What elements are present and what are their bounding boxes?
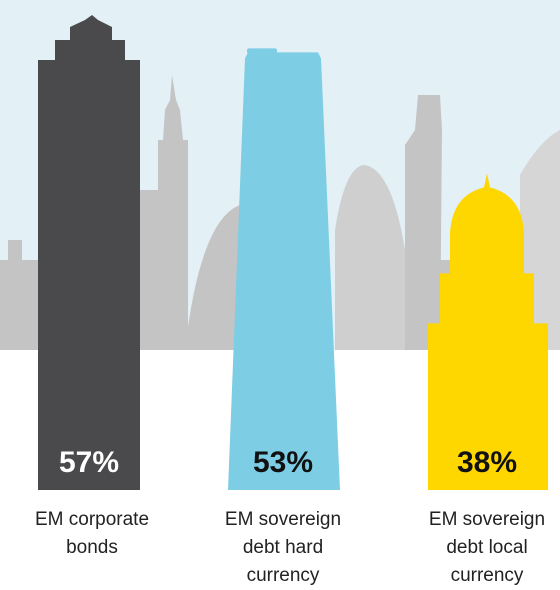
category-label: EM corporate bonds [34, 509, 150, 558]
building-cap [247, 48, 277, 54]
value-label: 38% [457, 446, 517, 479]
building-bar [228, 52, 340, 490]
value-label: 57% [59, 446, 119, 479]
building-bar [38, 15, 140, 490]
skyline [0, 75, 560, 350]
value-label: 53% [253, 446, 313, 479]
category-label: EM sovereign debt hard currency [224, 509, 342, 586]
category-label: EM sovereign debt local currency [428, 509, 546, 586]
building-bar [428, 173, 548, 491]
